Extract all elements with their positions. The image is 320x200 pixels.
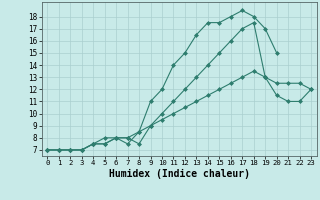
X-axis label: Humidex (Indice chaleur): Humidex (Indice chaleur) <box>109 169 250 179</box>
